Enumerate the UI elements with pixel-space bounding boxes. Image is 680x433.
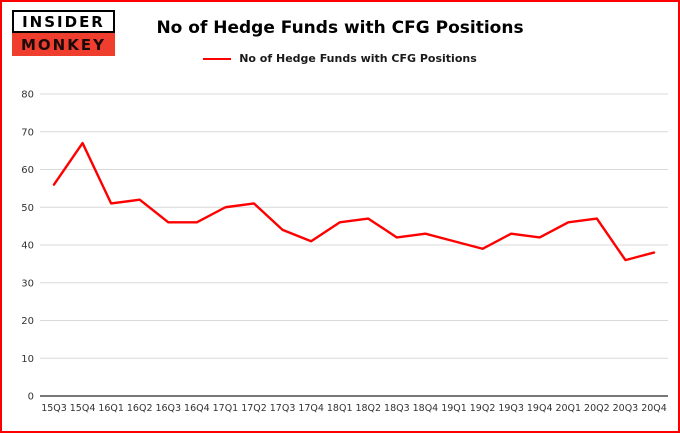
x-tick-label: 16Q1 [98,403,124,414]
x-tick-label: 20Q3 [613,403,639,414]
x-tick-label: 17Q2 [241,403,267,414]
x-tick-label: 20Q4 [641,403,667,414]
x-tick-label: 17Q1 [213,403,239,414]
x-tick-label: 19Q3 [498,403,524,414]
x-tick-label: 19Q2 [470,403,496,414]
y-tick-label: 20 [21,316,34,327]
x-tick-label: 16Q3 [155,403,181,414]
legend-label: No of Hedge Funds with CFG Positions [239,52,477,65]
x-tick-label: 15Q3 [41,403,67,414]
insider-monkey-logo: INSIDER MONKEY [12,10,115,56]
logo-insider-text: INSIDER [12,10,115,33]
x-tick-label: 15Q4 [70,403,96,414]
chart-legend: No of Hedge Funds with CFG Positions [2,52,678,65]
y-tick-label: 10 [21,354,34,365]
x-tick-label: 16Q4 [184,403,210,414]
x-tick-label: 16Q2 [127,403,153,414]
x-tick-label: 20Q1 [555,403,581,414]
x-tick-label: 18Q2 [355,403,381,414]
line-chart: 0 10 20 30 40 50 60 70 80 15Q3 15Q4 16Q1 16Q2 16Q3 16Q… [6,84,674,428]
legend-line-swatch [203,57,232,60]
y-tick-label: 80 [21,90,34,101]
logo-monkey-text: MONKEY [12,33,115,56]
line-chart-svg: 0 10 20 30 40 50 60 70 80 15Q3 15Q4 16Q1 16Q2 16Q3 16Q… [21,90,668,414]
x-tick-label: 17Q4 [298,403,324,414]
y-tick-label: 0 [28,392,34,403]
y-tick-label: 30 [21,278,34,289]
x-tick-label: 19Q1 [441,403,467,414]
y-tick-label: 70 [21,127,34,138]
x-tick-label: 17Q3 [270,403,296,414]
x-tick-label: 18Q4 [413,403,439,414]
chart-title: No of Hedge Funds with CFG Positions [156,18,524,38]
y-tick-label: 40 [21,241,34,252]
x-tick-label: 18Q1 [327,403,353,414]
y-tick-label: 50 [21,203,34,214]
y-tick-label: 60 [21,165,34,176]
x-tick-label: 18Q3 [384,403,410,414]
x-tick-label: 20Q2 [584,403,610,414]
x-tick-label: 19Q4 [527,403,553,414]
chart-header: INSIDER MONKEY No of Hedge Funds with CF… [2,2,678,82]
series-line [52,141,656,262]
